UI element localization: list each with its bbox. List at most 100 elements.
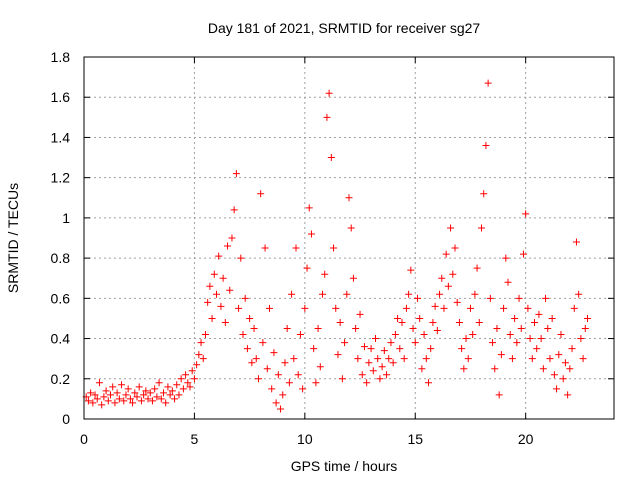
- data-point: [274, 371, 282, 379]
- data-point: [259, 339, 267, 347]
- data-point: [201, 331, 209, 339]
- data-point: [438, 274, 446, 282]
- data-point: [122, 391, 130, 399]
- data-point: [453, 298, 461, 306]
- data-point: [248, 359, 256, 367]
- data-point: [113, 389, 121, 397]
- data-point: [89, 399, 97, 407]
- data-point: [531, 318, 538, 326]
- data-point: [197, 339, 205, 347]
- data-point: [160, 389, 167, 397]
- data-point: [500, 304, 508, 312]
- data-point: [151, 385, 159, 393]
- data-point: [345, 194, 353, 202]
- data-point: [394, 314, 402, 322]
- data-point: [572, 238, 580, 246]
- data-point: [177, 375, 185, 383]
- data-point: [252, 355, 260, 363]
- data-point: [378, 363, 386, 371]
- data-point: [389, 359, 397, 367]
- data-point: [484, 79, 492, 87]
- data-point: [162, 399, 170, 407]
- data-point: [243, 345, 251, 353]
- data-point: [221, 318, 229, 326]
- data-point: [323, 113, 331, 121]
- data-point: [131, 389, 139, 397]
- data-point: [301, 304, 309, 312]
- data-point: [491, 365, 499, 373]
- y-axis-label: SRMTID / TECUs: [5, 183, 21, 293]
- data-point: [98, 401, 106, 409]
- data-point: [199, 355, 207, 363]
- data-point: [213, 290, 220, 298]
- data-point: [553, 385, 561, 393]
- data-point: [246, 314, 254, 322]
- data-point: [420, 331, 428, 339]
- data-point: [391, 331, 399, 339]
- x-tick-label: 10: [297, 431, 313, 447]
- data-point: [546, 355, 554, 363]
- data-point: [402, 304, 410, 312]
- data-point: [241, 294, 249, 302]
- data-point: [228, 234, 236, 242]
- data-point: [564, 391, 572, 399]
- data-point: [425, 379, 432, 387]
- data-point: [422, 355, 430, 363]
- data-point: [349, 274, 357, 282]
- data-point: [584, 314, 591, 322]
- data-point: [133, 393, 141, 401]
- data-point: [473, 264, 481, 272]
- data-point: [502, 254, 510, 262]
- data-point: [135, 383, 143, 391]
- data-point: [290, 355, 298, 363]
- data-point: [314, 325, 322, 332]
- data-point: [409, 325, 417, 332]
- data-point: [568, 345, 576, 353]
- data-point: [210, 270, 218, 278]
- data-point: [319, 290, 326, 298]
- data-point: [495, 391, 503, 399]
- data-point: [451, 244, 459, 252]
- data-point: [217, 302, 225, 310]
- data-point: [204, 298, 212, 306]
- data-point: [440, 304, 448, 312]
- data-point: [347, 224, 355, 232]
- data-point: [148, 397, 156, 405]
- data-point: [168, 387, 176, 395]
- data-point: [400, 355, 408, 363]
- data-point: [341, 339, 349, 347]
- data-point: [358, 371, 366, 379]
- data-point: [334, 351, 342, 359]
- data-point: [458, 345, 466, 353]
- data-point: [447, 224, 455, 232]
- data-point: [179, 385, 187, 393]
- x-tick-label: 15: [407, 431, 423, 447]
- data-point: [250, 325, 258, 332]
- data-point: [429, 318, 437, 326]
- data-point: [118, 381, 126, 389]
- data-point: [316, 363, 324, 371]
- data-point: [91, 391, 99, 399]
- data-point: [239, 331, 247, 339]
- data-point: [504, 278, 512, 286]
- data-point: [292, 244, 300, 252]
- data-point: [111, 399, 119, 407]
- data-point: [466, 304, 474, 312]
- grid-lines: [84, 57, 614, 419]
- data-point: [493, 325, 501, 332]
- data-point: [515, 294, 523, 302]
- data-point: [281, 359, 289, 367]
- data-point: [87, 389, 95, 397]
- data-point: [365, 359, 373, 367]
- y-tick-label: 1.6: [51, 89, 71, 105]
- data-point: [352, 325, 360, 332]
- data-point: [517, 325, 525, 332]
- y-tick-label: 0: [62, 411, 70, 427]
- data-point: [577, 335, 585, 343]
- tick-labels: 0 0.2 0.4 0.6 0.8 1 1.2 1.4 1.6 1.8 0 5 10 15 20: [51, 49, 534, 447]
- data-point: [396, 345, 404, 353]
- data-point: [219, 274, 227, 282]
- data-point: [230, 206, 238, 214]
- data-point: [506, 331, 514, 339]
- data-point: [164, 383, 172, 391]
